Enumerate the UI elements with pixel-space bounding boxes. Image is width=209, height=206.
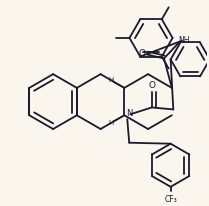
Text: H: H [108, 77, 113, 83]
Text: H: H [108, 120, 113, 126]
Text: O: O [139, 49, 146, 58]
Text: O: O [148, 81, 155, 90]
Text: NH: NH [178, 36, 189, 45]
Text: N: N [126, 109, 133, 118]
Text: CF₃: CF₃ [164, 195, 177, 204]
